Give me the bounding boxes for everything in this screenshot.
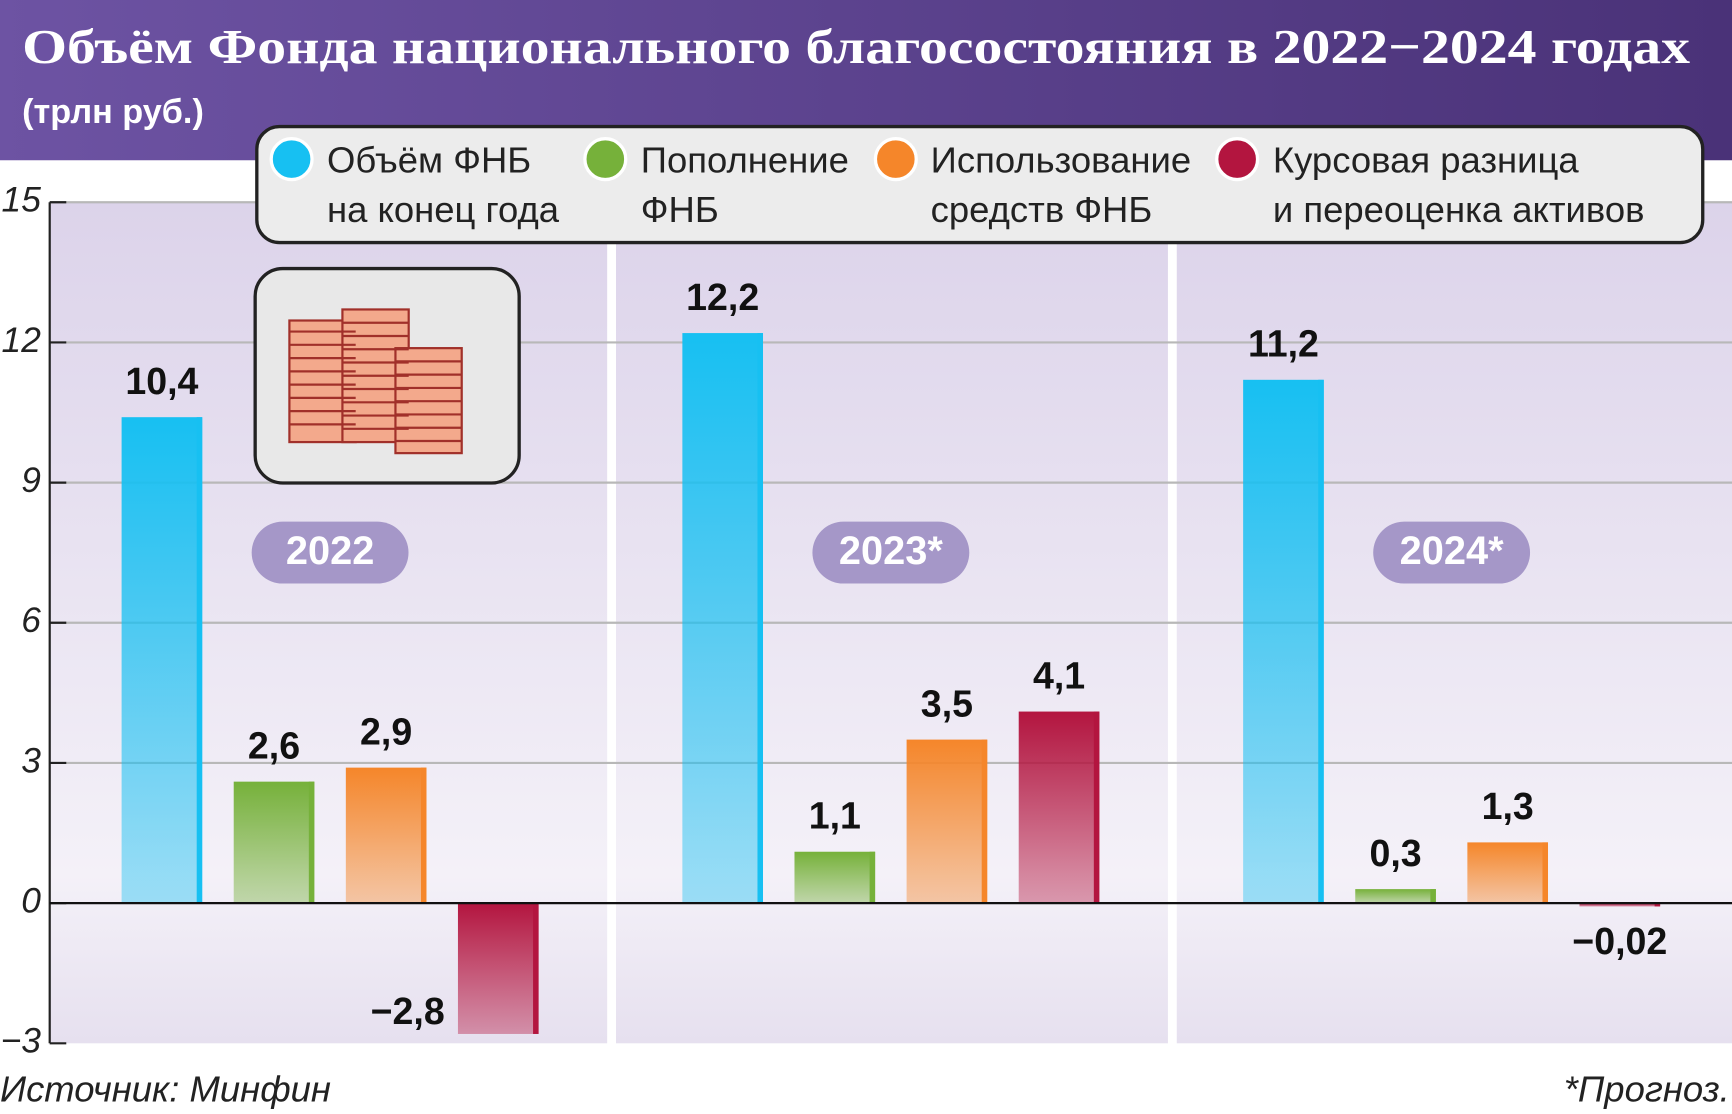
value-label: 3,5 <box>921 682 973 724</box>
year-pill <box>1373 521 1531 584</box>
bar-edge <box>757 333 764 904</box>
legend-item: Пополнение ФНБ <box>583 135 849 234</box>
y-tick-label: 6 <box>21 601 41 640</box>
value-label: 12,2 <box>686 276 759 318</box>
value-label: −0,02 <box>1572 920 1667 962</box>
bar <box>121 417 203 904</box>
money-icon <box>253 266 521 485</box>
bar <box>1579 903 1661 907</box>
value-label: −2,8 <box>371 990 445 1032</box>
subtitle: (трлн руб.) <box>22 93 204 131</box>
x-tick-label: 2024* <box>1400 529 1504 573</box>
legend-label: Курсовая разница и переоценка активов <box>1272 139 1645 230</box>
y-tick-label: 0 <box>21 881 41 920</box>
value-label: 11,2 <box>1248 323 1319 365</box>
bar <box>1243 379 1324 904</box>
bar-edge <box>196 417 203 904</box>
legend-swatch <box>583 137 628 182</box>
bar-edge <box>1093 711 1100 904</box>
legend-item: Курсовая разница и переоценка активов <box>1215 135 1645 234</box>
bar <box>1467 842 1549 904</box>
y-tick-label: −3 <box>1 1022 42 1061</box>
chart-title: Объём Фонда национального благосостояния… <box>22 20 1691 74</box>
bar-edge <box>1654 903 1661 907</box>
y-tick-label: 12 <box>2 321 42 360</box>
bar <box>345 767 427 904</box>
bar-edge <box>1542 842 1549 904</box>
legend-swatch <box>1215 137 1260 182</box>
legend-item: Объём ФНБ на конец года <box>269 135 560 234</box>
legend-label: Пополнение ФНБ <box>640 139 849 230</box>
bar-edge <box>1430 889 1436 904</box>
bar <box>906 739 988 904</box>
year-pill <box>251 521 409 584</box>
bar <box>1355 889 1436 904</box>
year-pill <box>812 521 970 584</box>
value-label: 2,6 <box>248 724 300 766</box>
bar <box>794 851 876 904</box>
bar-edge <box>1318 379 1324 904</box>
bar <box>233 781 315 904</box>
bar <box>1018 711 1100 904</box>
footnote: *Прогноз. <box>1564 1069 1730 1110</box>
value-label: 1,3 <box>1482 785 1534 827</box>
bar-edge <box>981 739 988 904</box>
bar-edge <box>308 781 315 904</box>
value-label: 1,1 <box>809 794 861 836</box>
bar <box>457 903 539 1034</box>
bar-edge <box>533 903 539 1034</box>
legend-item: Использование средств ФНБ <box>873 135 1191 234</box>
y-tick-label: 3 <box>21 741 41 780</box>
legend-swatch <box>269 137 314 182</box>
value-label: 10,4 <box>125 360 198 402</box>
source: Источник: Минфин <box>0 1069 331 1110</box>
legend-label: Использование средств ФНБ <box>930 139 1192 230</box>
legend-label: Объём ФНБ на конец года <box>326 139 560 230</box>
bar <box>682 333 764 904</box>
value-label: 2,9 <box>360 710 412 752</box>
value-label: 4,1 <box>1033 654 1085 696</box>
x-tick-label: 2023* <box>839 529 943 573</box>
y-tick-label: 15 <box>2 181 42 220</box>
legend-swatch <box>873 137 918 182</box>
legend: Объём ФНБ на конец года Пополнение ФНБ Исп… <box>255 124 1705 245</box>
value-label: 0,3 <box>1369 832 1421 874</box>
x-tick-label: 2022 <box>286 529 374 573</box>
bar-edge <box>869 851 876 904</box>
bar-edge <box>420 767 427 904</box>
y-tick-label: 9 <box>21 461 41 500</box>
